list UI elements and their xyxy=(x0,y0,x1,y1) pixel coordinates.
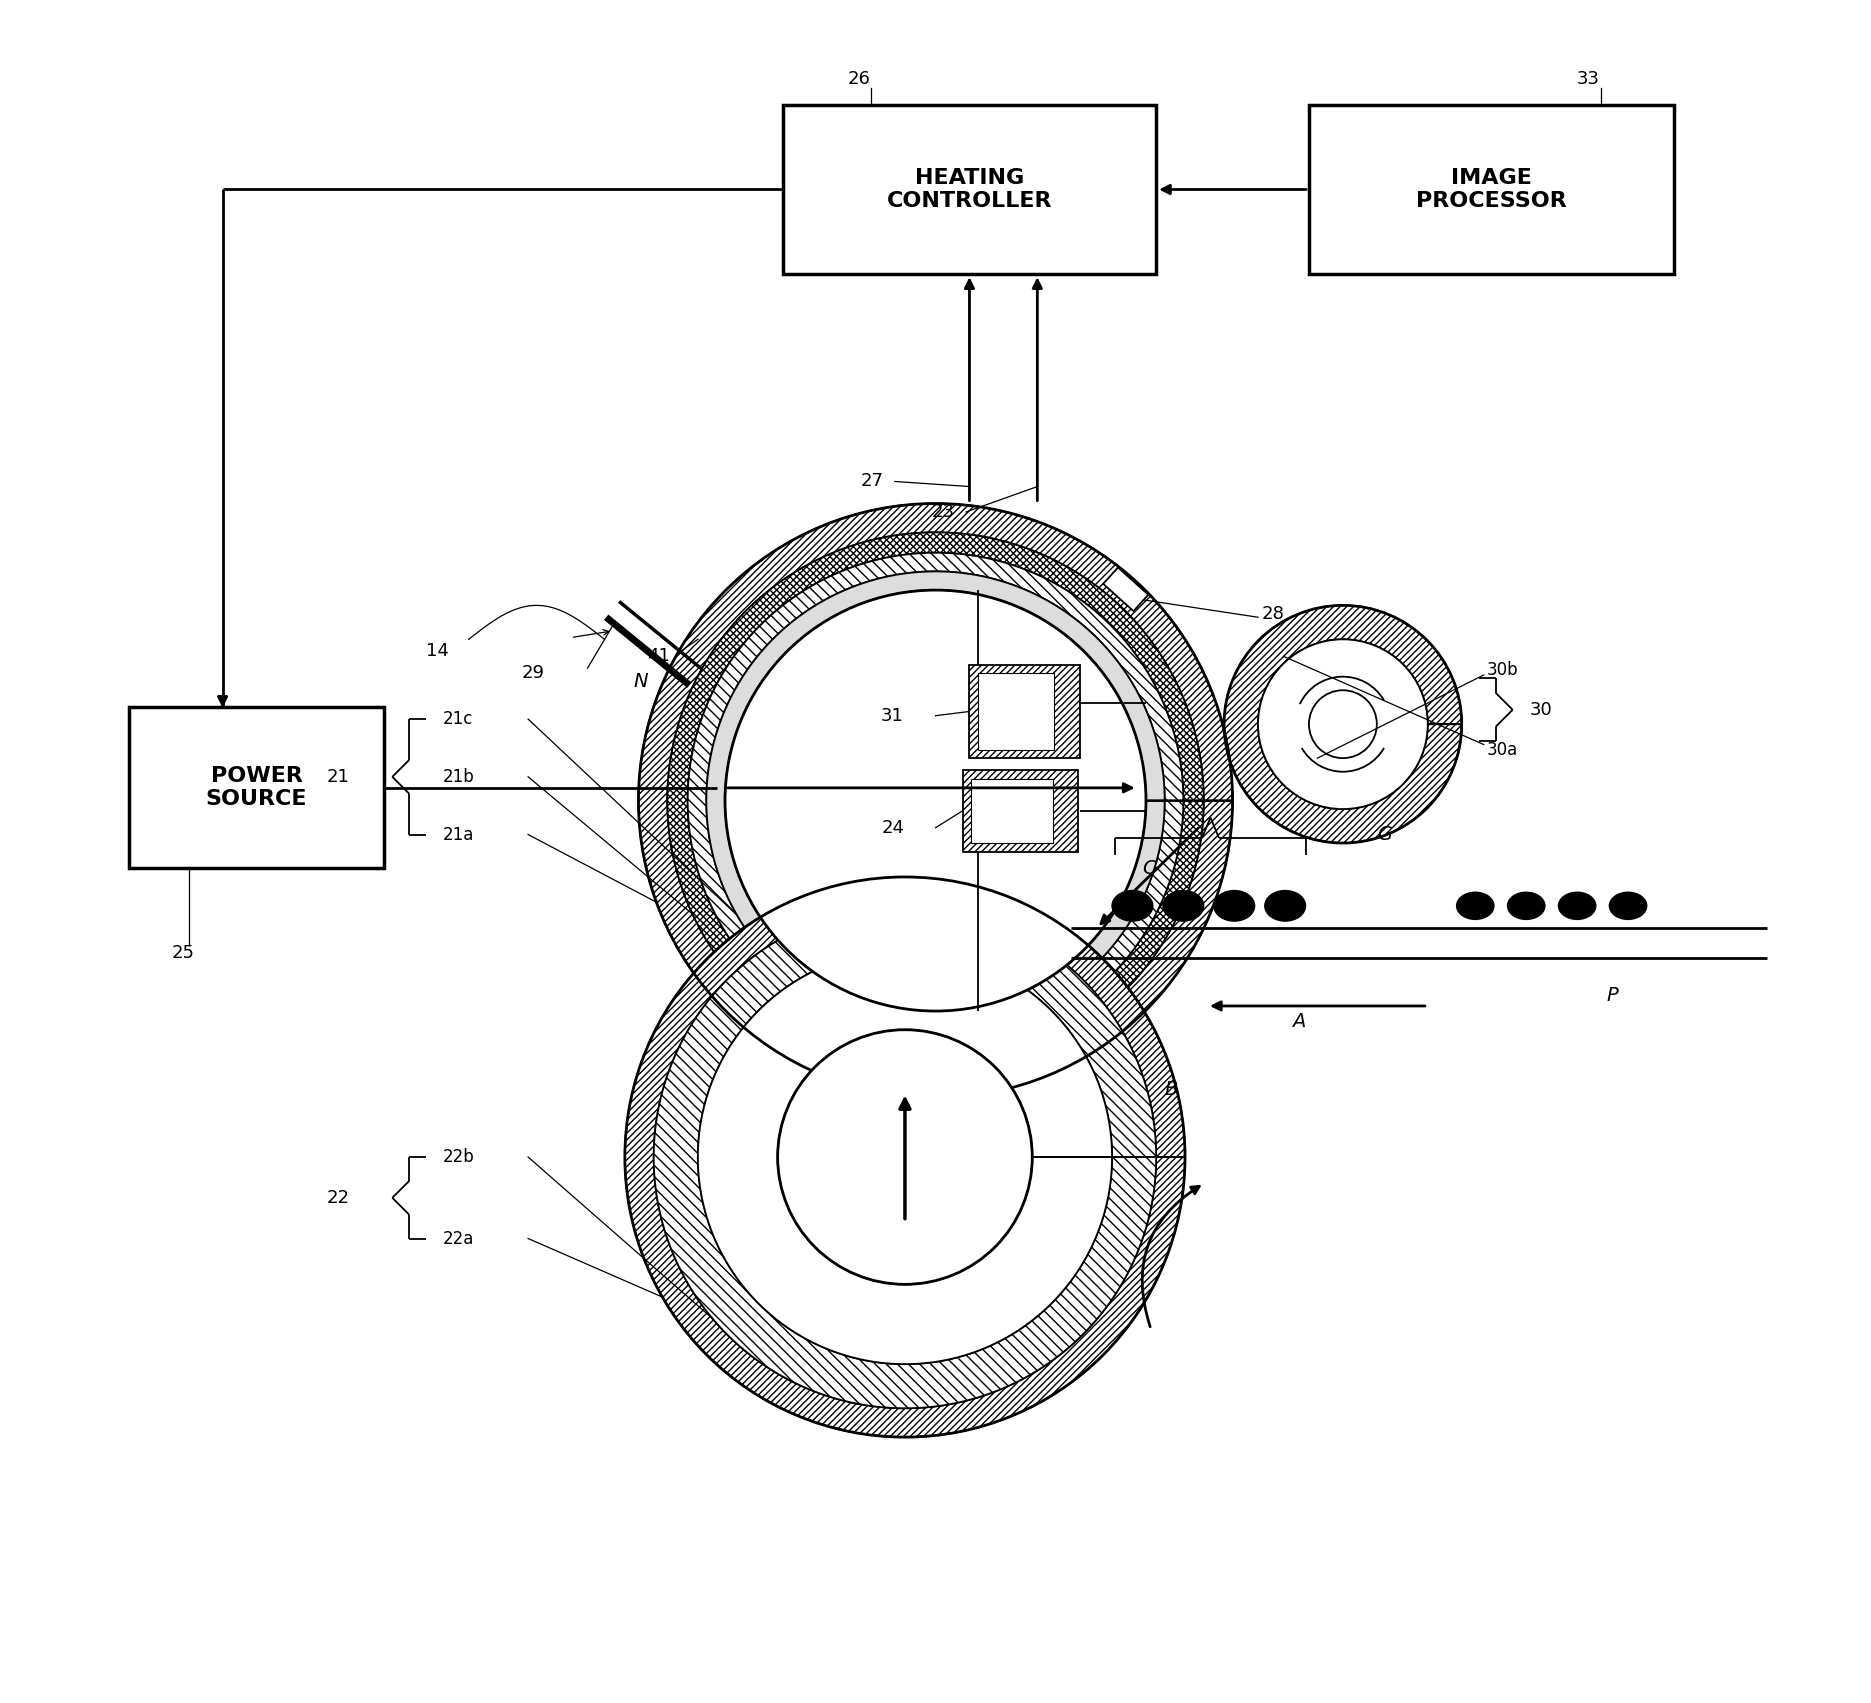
Ellipse shape xyxy=(1265,891,1306,921)
Text: 33: 33 xyxy=(1577,70,1600,89)
Polygon shape xyxy=(698,950,1111,1364)
Text: IMAGE
PROCESSOR: IMAGE PROCESSOR xyxy=(1416,169,1566,211)
Text: 22a: 22a xyxy=(443,1230,475,1248)
Text: 22: 22 xyxy=(327,1189,350,1207)
Polygon shape xyxy=(668,533,1203,1069)
Bar xyxy=(979,673,1055,749)
Polygon shape xyxy=(625,877,1184,1437)
Text: 23: 23 xyxy=(932,502,954,521)
Text: N: N xyxy=(634,673,647,691)
Text: 25: 25 xyxy=(172,945,195,962)
Bar xyxy=(1310,104,1675,274)
Text: B: B xyxy=(1164,1080,1179,1098)
Bar xyxy=(969,664,1080,758)
Text: 30: 30 xyxy=(1530,700,1553,719)
Polygon shape xyxy=(638,504,1233,1098)
Circle shape xyxy=(1310,690,1377,758)
Ellipse shape xyxy=(1111,891,1153,921)
Text: 27: 27 xyxy=(861,472,883,490)
Text: 29: 29 xyxy=(522,664,544,683)
Polygon shape xyxy=(707,572,1164,1030)
Text: A: A xyxy=(1293,1012,1306,1030)
Polygon shape xyxy=(653,906,1156,1408)
Text: C: C xyxy=(1143,858,1156,879)
Ellipse shape xyxy=(1508,892,1545,920)
Text: 21: 21 xyxy=(327,768,350,785)
Text: 24: 24 xyxy=(881,819,904,836)
Polygon shape xyxy=(1224,605,1461,843)
Text: 26: 26 xyxy=(848,70,870,89)
Text: 21a: 21a xyxy=(443,826,475,843)
Ellipse shape xyxy=(1559,892,1596,920)
Text: 28: 28 xyxy=(1261,605,1284,623)
Text: 21c: 21c xyxy=(443,710,473,729)
Polygon shape xyxy=(689,553,1182,1049)
Bar xyxy=(971,778,1053,843)
Text: 30b: 30b xyxy=(1487,661,1519,679)
Text: HEATING
CONTROLLER: HEATING CONTROLLER xyxy=(887,169,1052,211)
Text: 14: 14 xyxy=(427,642,449,661)
Ellipse shape xyxy=(1214,891,1255,921)
Text: 31: 31 xyxy=(881,707,904,725)
Text: 30a: 30a xyxy=(1487,741,1519,758)
Text: 41: 41 xyxy=(647,647,670,666)
Circle shape xyxy=(778,1030,1033,1284)
Text: G: G xyxy=(1377,824,1392,845)
Ellipse shape xyxy=(1164,891,1203,921)
Text: 21b: 21b xyxy=(443,768,475,785)
Text: POWER
SOURCE: POWER SOURCE xyxy=(206,766,307,809)
Bar xyxy=(1104,567,1149,611)
Bar xyxy=(964,770,1078,852)
Ellipse shape xyxy=(1458,892,1493,920)
Bar xyxy=(782,104,1156,274)
Ellipse shape xyxy=(1609,892,1646,920)
Text: 22b: 22b xyxy=(443,1148,475,1167)
Circle shape xyxy=(1257,639,1428,809)
Text: P: P xyxy=(1605,986,1618,1005)
Bar xyxy=(129,707,384,869)
Circle shape xyxy=(726,591,1145,1012)
